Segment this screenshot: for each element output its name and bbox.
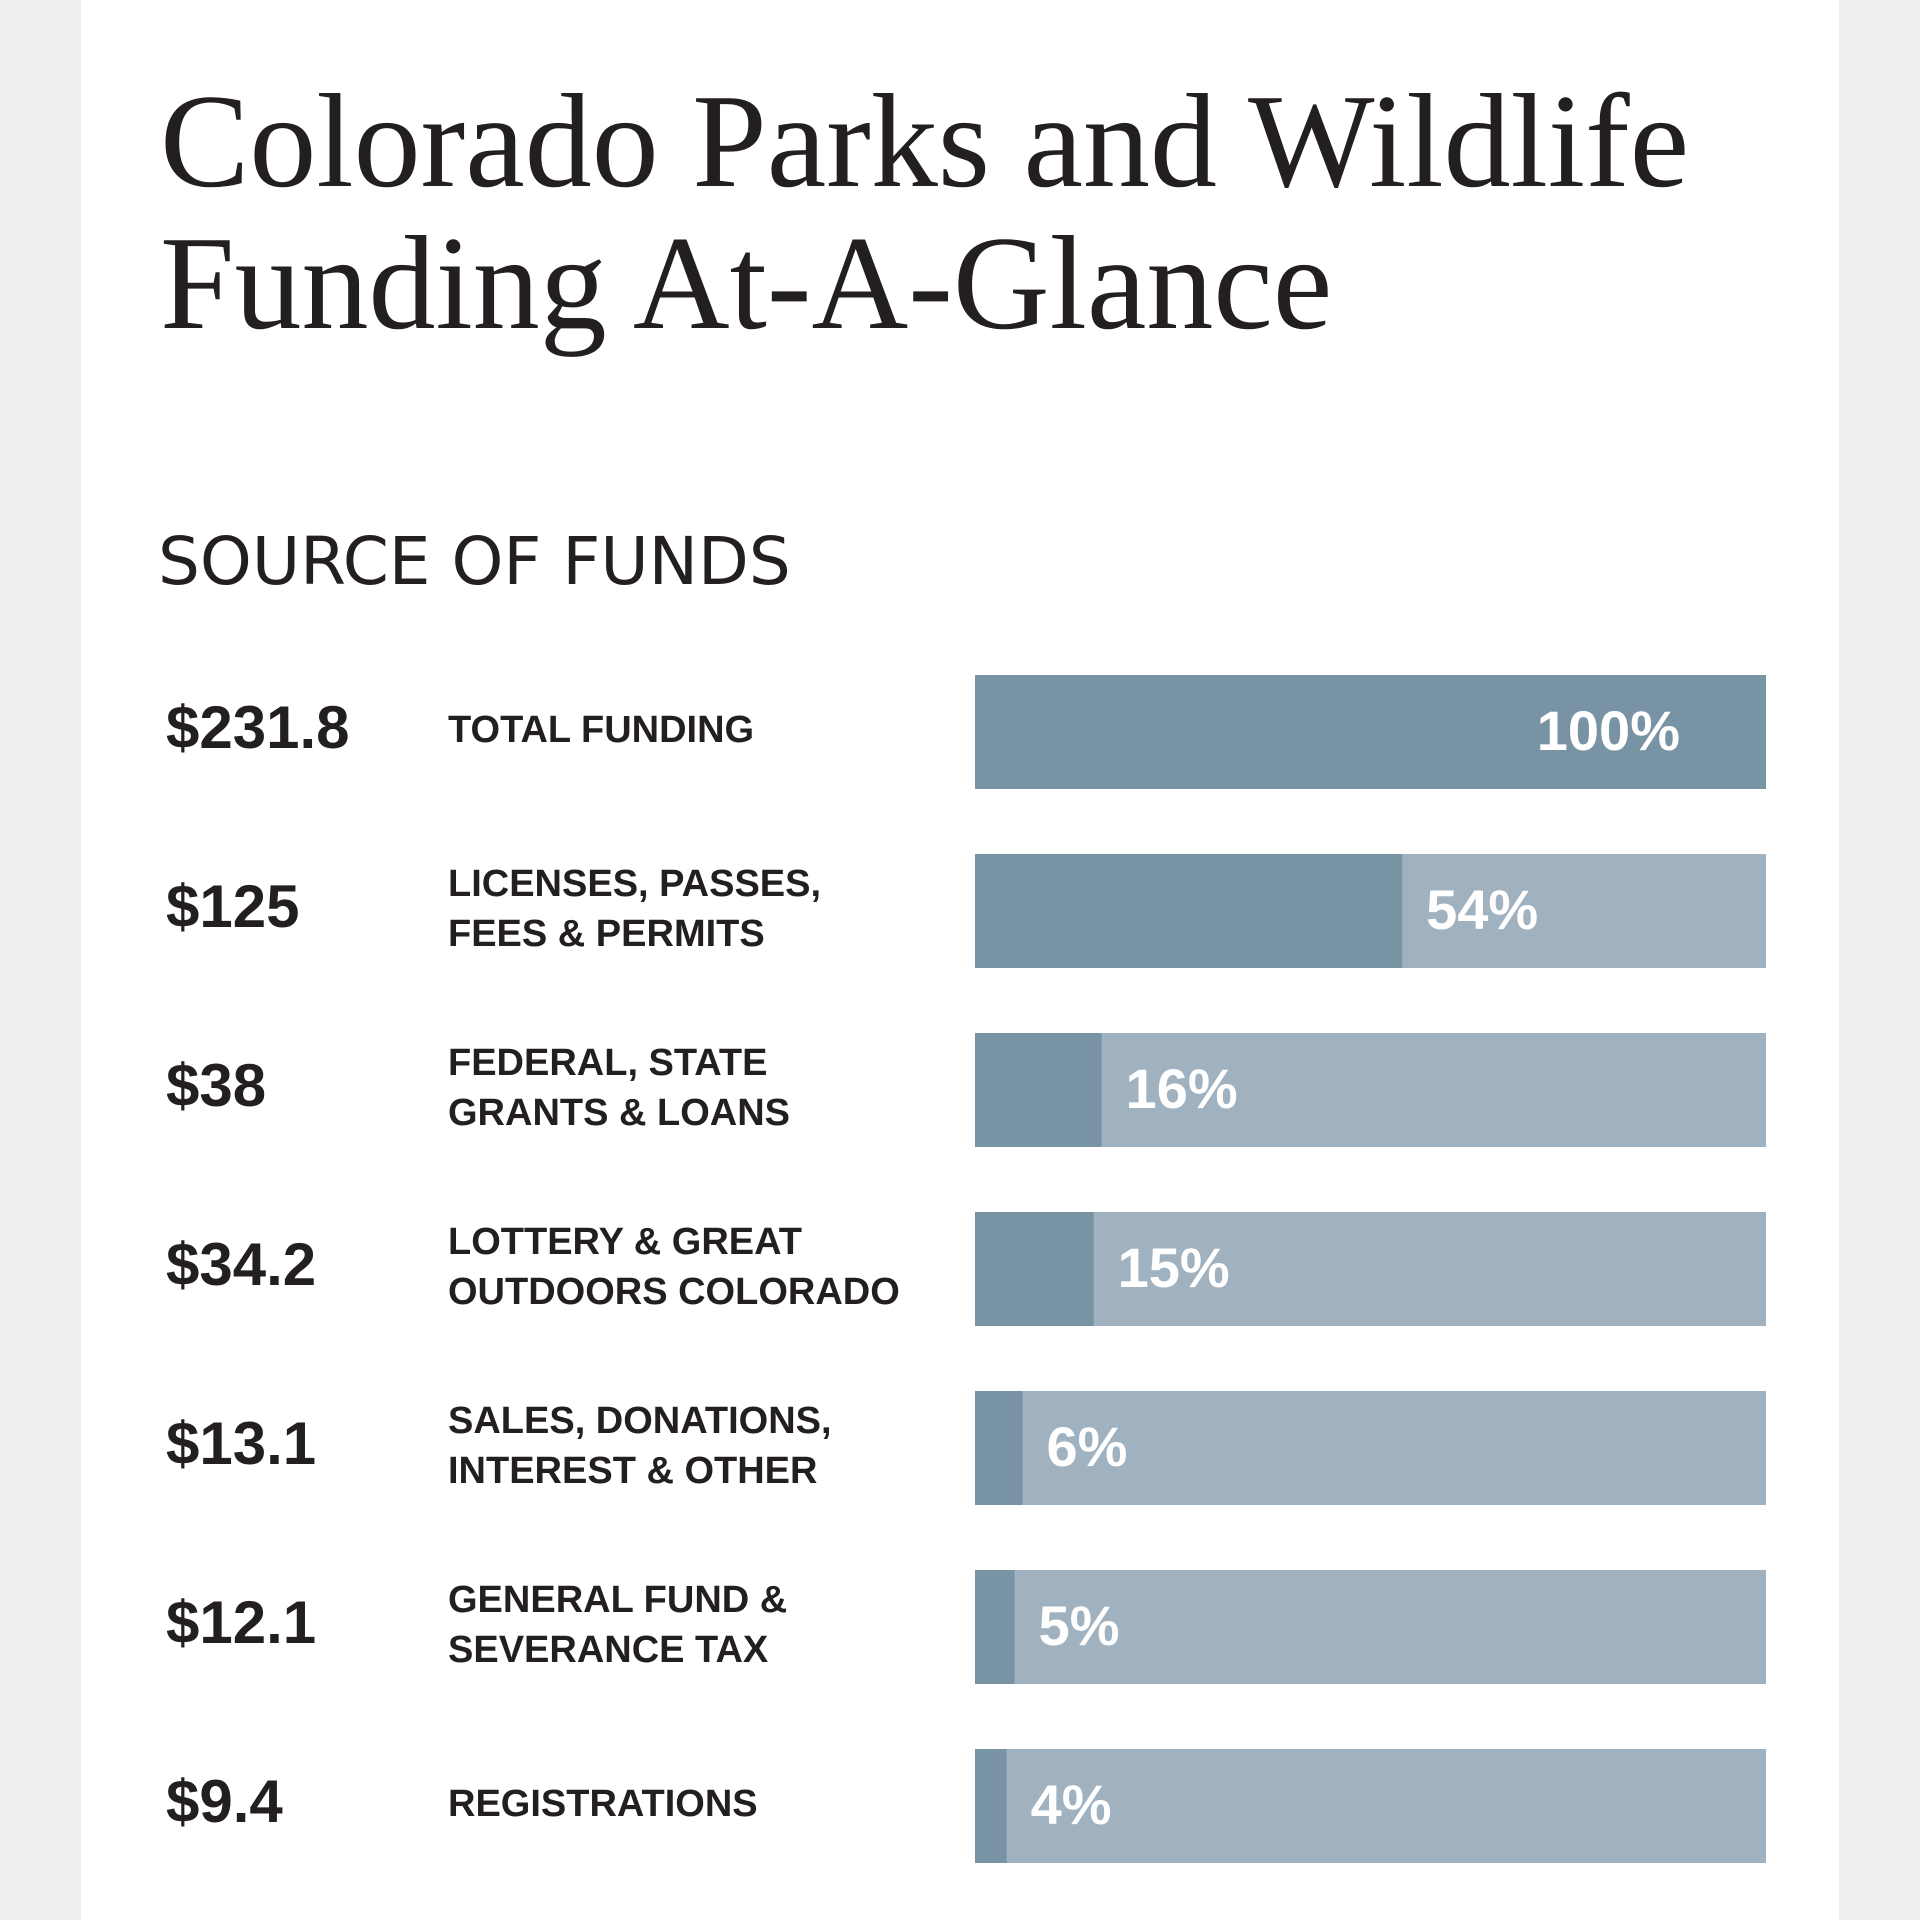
amount-label: $231.8 — [166, 694, 350, 761]
amount-label: $125 — [166, 873, 299, 940]
bar-track — [975, 1212, 1766, 1326]
category-label: GRANTS & LOANS — [448, 1092, 790, 1134]
amount-label: $34.2 — [166, 1231, 316, 1298]
bar — [975, 1212, 1094, 1326]
bar — [975, 675, 1766, 789]
value-label: 15% — [1118, 1236, 1230, 1299]
category-label: LICENSES, PASSES, — [448, 863, 821, 905]
category-label: REGISTRATIONS — [448, 1783, 758, 1825]
value-label: 100% — [1537, 699, 1680, 762]
value-label: 16% — [1126, 1057, 1238, 1120]
category-label: FEDERAL, STATE — [448, 1042, 767, 1084]
category-label: TOTAL FUNDING — [448, 709, 754, 751]
bar — [975, 1033, 1102, 1147]
value-label: 5% — [1039, 1594, 1120, 1657]
chart-title: Colorado Parks and Wildlife — [160, 67, 1689, 215]
bar — [975, 1391, 1023, 1505]
value-label: 6% — [1046, 1415, 1127, 1478]
category-label: INTEREST & OTHER — [448, 1450, 817, 1492]
bar-track — [975, 1749, 1766, 1863]
bar — [975, 1570, 1015, 1684]
value-label: 54% — [1426, 878, 1538, 941]
category-label: GENERAL FUND & — [448, 1579, 787, 1621]
bar — [975, 854, 1403, 968]
bar-track — [975, 1033, 1766, 1147]
chart-title: Funding At-A-Glance — [160, 209, 1332, 357]
value-label: 4% — [1031, 1773, 1112, 1836]
chart-subtitle: SOURCE OF FUNDS — [158, 523, 791, 600]
bar — [975, 1749, 1007, 1863]
category-label: SEVERANCE TAX — [448, 1629, 769, 1671]
amount-label: $38 — [166, 1052, 266, 1119]
bar-track — [975, 1391, 1766, 1505]
amount-label: $9.4 — [166, 1768, 283, 1835]
bar-track — [975, 1570, 1766, 1684]
category-label: FEES & PERMITS — [448, 913, 765, 955]
category-label: OUTDOORS COLORADO — [448, 1271, 900, 1313]
amount-label: $12.1 — [166, 1589, 316, 1656]
amount-label: $13.1 — [166, 1410, 316, 1477]
category-label: LOTTERY & GREAT — [448, 1221, 802, 1263]
category-label: SALES, DONATIONS, — [448, 1400, 832, 1442]
